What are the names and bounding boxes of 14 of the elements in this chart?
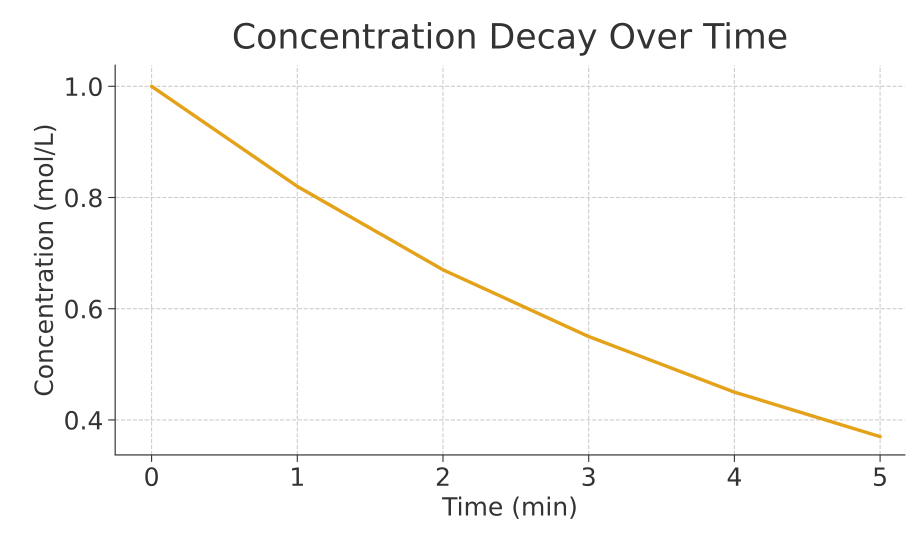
x-tick-label: 3: [582, 467, 595, 486]
y-axis-title: Concentration (mol/L): [34, 126, 56, 396]
x-tick-label: 1: [292, 468, 303, 486]
y-tick-label: 0.6: [65, 300, 102, 319]
y-tick-label: 1.0: [66, 77, 102, 96]
x-tick-label: 2: [436, 467, 448, 486]
y-tick-label: 0.8: [65, 188, 102, 208]
y-tick-label: 0.4: [65, 410, 102, 430]
x-tick-label: 4: [728, 468, 741, 486]
x-tick-label: 5: [874, 468, 886, 486]
line-series: [150, 84, 882, 438]
x-tick-label: 0: [145, 467, 158, 486]
x-axis-title: Time (min): [442, 496, 576, 519]
chart-title: Concentration Decay Over Time: [234, 22, 786, 56]
